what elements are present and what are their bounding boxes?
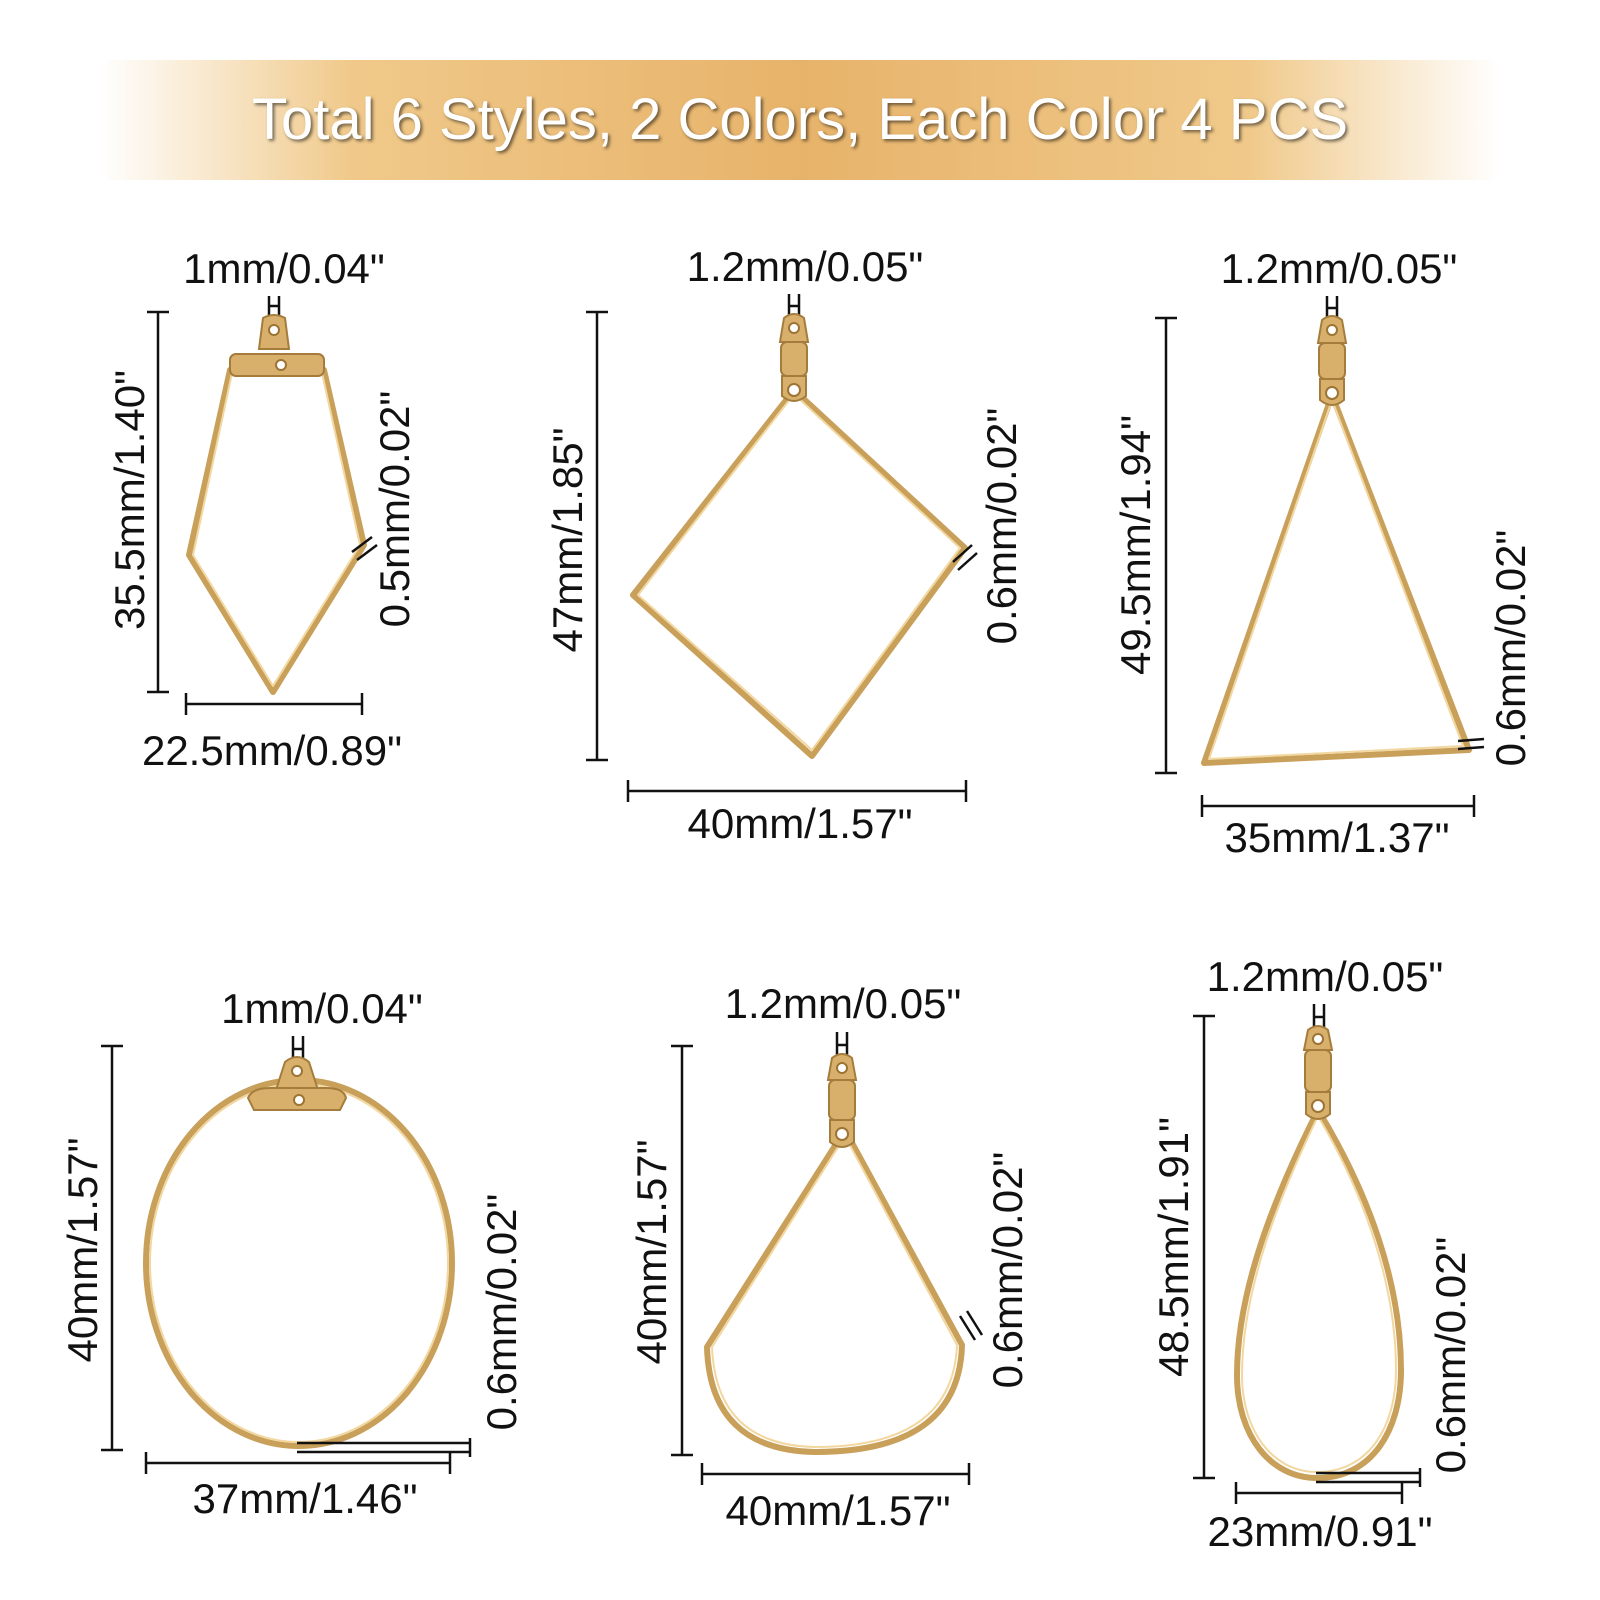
height-dimension-line bbox=[1193, 1014, 1215, 1480]
width-dimension-line bbox=[184, 693, 364, 715]
hanger-clasp bbox=[778, 313, 810, 402]
width-dimension-line bbox=[1200, 795, 1476, 817]
wire-thickness-marker bbox=[952, 544, 978, 571]
wire-thickness-label: 0.6mm/0.02" bbox=[478, 1194, 525, 1431]
wire-thickness-marker bbox=[958, 1310, 984, 1341]
height-label: 40mm/1.57" bbox=[628, 1139, 675, 1364]
hoop-wire bbox=[186, 367, 367, 695]
wire-thickness-label: 0.6mm/0.02" bbox=[984, 1152, 1031, 1389]
height-label: 47mm/1.85" bbox=[544, 427, 591, 652]
hanger-clasp bbox=[246, 1056, 348, 1111]
width-label: 40mm/1.57" bbox=[725, 1487, 950, 1534]
title-banner bbox=[100, 60, 1500, 180]
height-label: 48.5mm/1.91" bbox=[1150, 1117, 1197, 1377]
banner-title: Total 6 Styles, 2 Colors, Each Color 4 P… bbox=[251, 87, 1349, 152]
height-dimension-line bbox=[147, 310, 169, 694]
pin-thickness-label: 1.2mm/0.05" bbox=[1207, 953, 1444, 1000]
pin-thickness-label: 1mm/0.04" bbox=[221, 985, 423, 1032]
width-dimension-line bbox=[144, 1452, 452, 1474]
wire-thickness-label: 0.6mm/0.02" bbox=[1487, 530, 1534, 767]
height-label: 35.5mm/1.40" bbox=[106, 370, 153, 630]
height-dimension-line bbox=[101, 1044, 123, 1452]
hoop-wire bbox=[1234, 1107, 1404, 1481]
hoop-teardrop: 1.2mm/0.05" 48.5mm/1.91" 0.6mm/0.02" bbox=[1150, 953, 1474, 1555]
wire-thickness-marker bbox=[1457, 737, 1485, 751]
hanger-clasp bbox=[1316, 315, 1348, 406]
wire-thickness-label: 0.6mm/0.02" bbox=[978, 408, 1025, 645]
hoop-pentagon: 1mm/0.04" 35.5mm/1.40" 0.5mm/0.02" 22 bbox=[106, 245, 418, 774]
hoop-triangle: 1.2mm/0.05" 49.5mm/1.94" 0.6mm/0.02" bbox=[1112, 245, 1534, 861]
width-label: 40mm/1.57" bbox=[687, 800, 912, 847]
width-dimension-line bbox=[626, 780, 968, 802]
hoop-rhombus: 1.2mm/0.05" 47mm/1.85" 0.6mm/0.02" bbox=[544, 243, 1025, 847]
hanger-clasp bbox=[826, 1053, 858, 1148]
wire-thickness-label: 0.6mm/0.02" bbox=[1427, 1237, 1474, 1474]
pin-dimension-marker bbox=[835, 1032, 849, 1058]
height-label: 49.5mm/1.94" bbox=[1112, 415, 1159, 675]
height-label: 40mm/1.57" bbox=[59, 1137, 106, 1362]
width-label: 37mm/1.46" bbox=[192, 1475, 417, 1522]
wire-thickness-label: 0.5mm/0.02" bbox=[371, 391, 418, 628]
width-dimension-line bbox=[700, 1463, 971, 1485]
width-label: 23mm/0.91" bbox=[1207, 1508, 1432, 1555]
hoop-oval: 1mm/0.04" 40mm/1.57" 0.6mm/0.02" bbox=[59, 985, 525, 1522]
width-label: 35mm/1.37" bbox=[1224, 814, 1449, 861]
hoop-drop: 1.2mm/0.05" 40mm/1.57" 0.6mm/0.02" bbox=[628, 980, 1031, 1534]
hoop-wire bbox=[704, 1127, 965, 1455]
pin-thickness-label: 1.2mm/0.05" bbox=[1221, 245, 1458, 292]
hanger-clasp bbox=[229, 314, 325, 377]
width-dimension-line bbox=[1234, 1482, 1404, 1504]
pin-thickness-label: 1.2mm/0.05" bbox=[725, 980, 962, 1027]
hoop-wire bbox=[143, 1077, 455, 1449]
wire-thickness-marker bbox=[351, 536, 378, 561]
wire-thickness-marker bbox=[297, 1438, 472, 1457]
width-label: 22.5mm/0.89" bbox=[142, 727, 402, 774]
height-dimension-line bbox=[671, 1044, 693, 1457]
pin-thickness-label: 1mm/0.04" bbox=[183, 245, 385, 292]
height-dimension-line bbox=[1155, 316, 1177, 775]
pin-thickness-label: 1.2mm/0.05" bbox=[687, 243, 924, 290]
height-dimension-line bbox=[586, 310, 608, 762]
hoop-wire bbox=[1201, 392, 1472, 766]
hanger-clasp bbox=[1302, 1025, 1334, 1120]
hoop-wire bbox=[630, 387, 968, 759]
pin-dimension-marker bbox=[267, 296, 281, 318]
